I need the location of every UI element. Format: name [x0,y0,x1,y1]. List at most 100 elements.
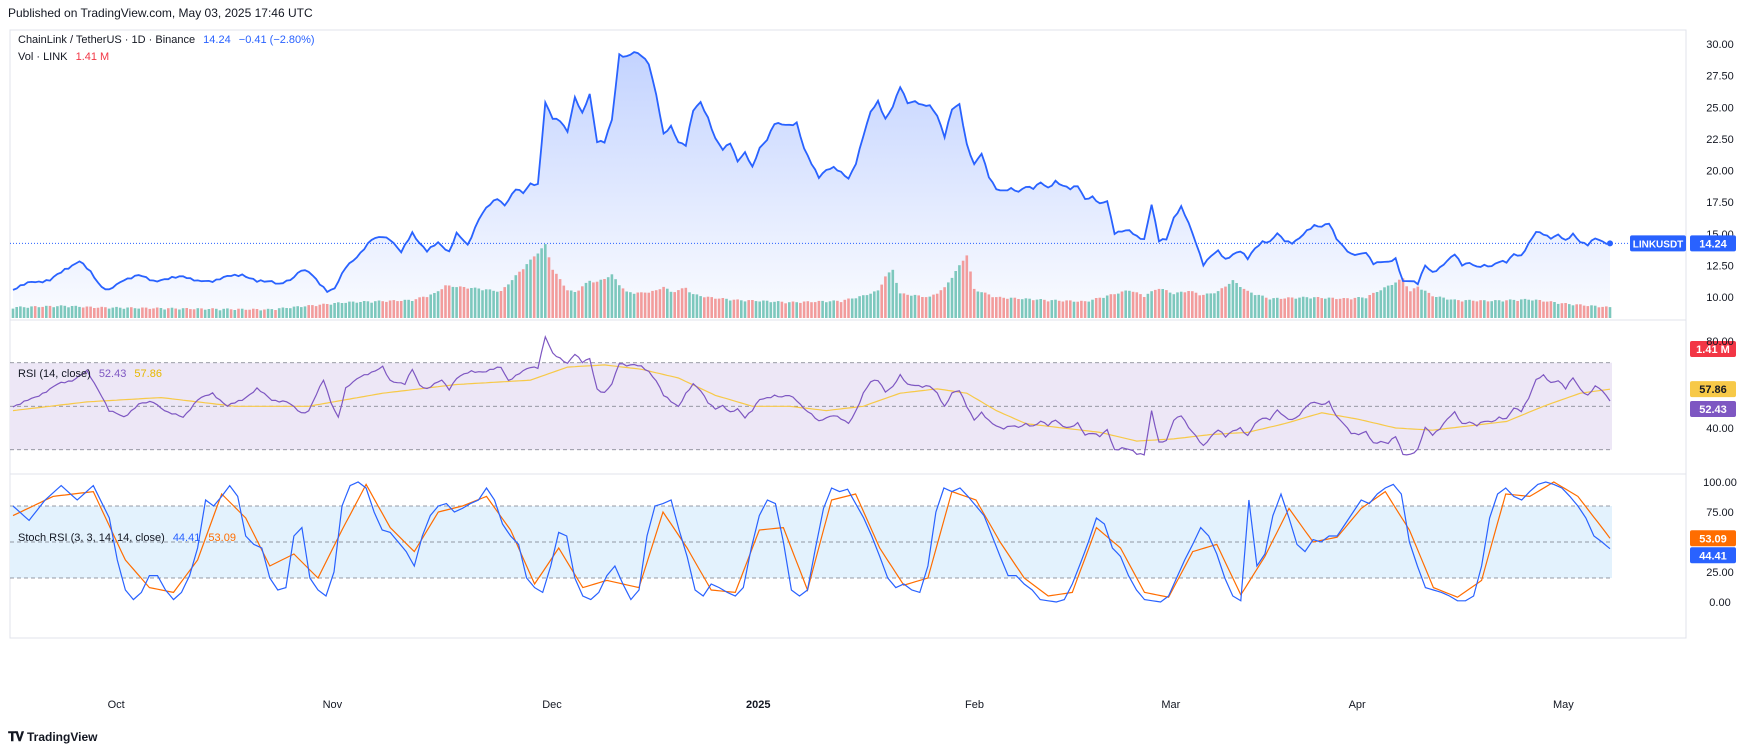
volume-bar [1253,295,1257,318]
volume-bar [451,286,455,318]
volume-bar [211,308,214,318]
volume-bar [274,310,277,318]
volume-bar [200,308,203,318]
price-line [12,51,1611,294]
volume-bar [337,302,340,318]
volume-bar [1527,299,1530,318]
volume-bar [869,293,872,318]
volume-bar [802,301,806,318]
legend-symbol[interactable]: ChainLink / TetherUS · 1D · Binance [18,34,196,46]
price-tick-label: 10.00 [1706,292,1734,304]
volume-bar [1309,298,1312,318]
volume-bar [1324,298,1327,318]
volume-bar [544,244,547,318]
x-axis-label: Nov [323,699,343,711]
volume-bar [581,286,584,318]
symbol-tag-label: LINKUSDT [1633,239,1684,250]
volume-bar [1202,294,1205,318]
tradingview-footer[interactable]: 𝐓𝐕 TradingView [8,729,97,745]
volume-bar [292,306,296,318]
volume-bar [1571,305,1575,318]
volume-bar [1483,300,1486,318]
volume-bar [1139,294,1142,318]
volume-bar [614,279,617,318]
volume-bar [1216,291,1220,318]
volume-bar [470,288,473,318]
tradingview-logo-icon: 𝐓𝐕 [8,729,24,744]
volume-bar [1486,301,1490,318]
volume-bar [1523,298,1527,318]
volume-bar [1161,289,1164,318]
volume-bar [518,271,521,318]
volume-bar [1412,288,1416,318]
volume-bar [691,294,695,318]
x-axis-label: Feb [965,699,984,711]
volume-bar [947,282,950,318]
legend-rsi-label[interactable]: RSI (14, close) [18,368,91,380]
volume-bar [167,308,170,318]
volume-bar [1102,297,1105,318]
volume-bar [1109,294,1113,318]
volume-bar [714,298,717,318]
volume-bar [1054,299,1057,318]
volume-bar [684,287,688,318]
volume-bar [1453,299,1456,318]
volume-bar [1279,298,1283,318]
volume-bar [887,272,891,318]
legend-vol-label[interactable]: Vol · LINK [18,51,68,63]
volume-bar [104,307,107,318]
volume-bar [843,299,847,318]
volume-bar [362,301,366,318]
volume-bar [743,301,747,318]
volume-bar [436,291,440,318]
volume-bar [11,308,15,318]
volume-bar [1342,298,1346,318]
volume-bar [532,256,536,318]
volume-bar [1242,288,1246,318]
volume-bar [70,306,74,318]
volume-bar [118,307,122,318]
volume-bar [1301,296,1305,318]
price-tick-label: 27.50 [1706,71,1734,83]
volume-bar [155,307,159,318]
volume-bar [1083,301,1087,318]
legend-symbol-row: ChainLink / TetherUS · 1D · Binance 14.2… [18,34,320,46]
volume-bar [1131,291,1135,318]
volume-bar [643,292,647,318]
volume-bar [1423,290,1427,318]
volume-bar [573,292,577,318]
volume-bar [1154,289,1157,318]
volume-bar [976,291,980,318]
volume-bar [37,307,41,318]
volume-bar [839,302,843,318]
volume-bar [1264,297,1268,318]
volume-bar [15,307,18,318]
price-area-fill [13,52,1610,318]
volume-bar [1250,292,1253,318]
volume-bar [924,297,928,318]
volume-bar [677,290,680,318]
volume-bar [1290,297,1294,318]
volume-bar [170,307,174,318]
volume-bar [669,291,673,318]
volume-bar [473,287,477,318]
volume-bar [847,298,850,318]
volume-bar [673,292,676,318]
volume-bar [259,310,262,318]
legend-stoch-k-value: 44.41 [172,532,201,544]
volume-bar [414,299,418,318]
volume-bar [396,301,399,318]
volume-bar [569,290,573,318]
volume-bar [717,298,721,318]
volume-bar [1586,306,1590,318]
legend-rsi-value: 52.43 [98,368,127,380]
volume-bar [873,291,876,318]
volume-bar [862,295,865,318]
volume-bar [1179,291,1183,318]
last-price-badge [1690,235,1736,252]
volume-bar [1538,300,1542,318]
legend-stoch-label[interactable]: Stoch RSI (3, 3, 14, 14, close) [18,532,165,544]
volume-bar [255,309,259,318]
volume-bar [26,307,30,318]
